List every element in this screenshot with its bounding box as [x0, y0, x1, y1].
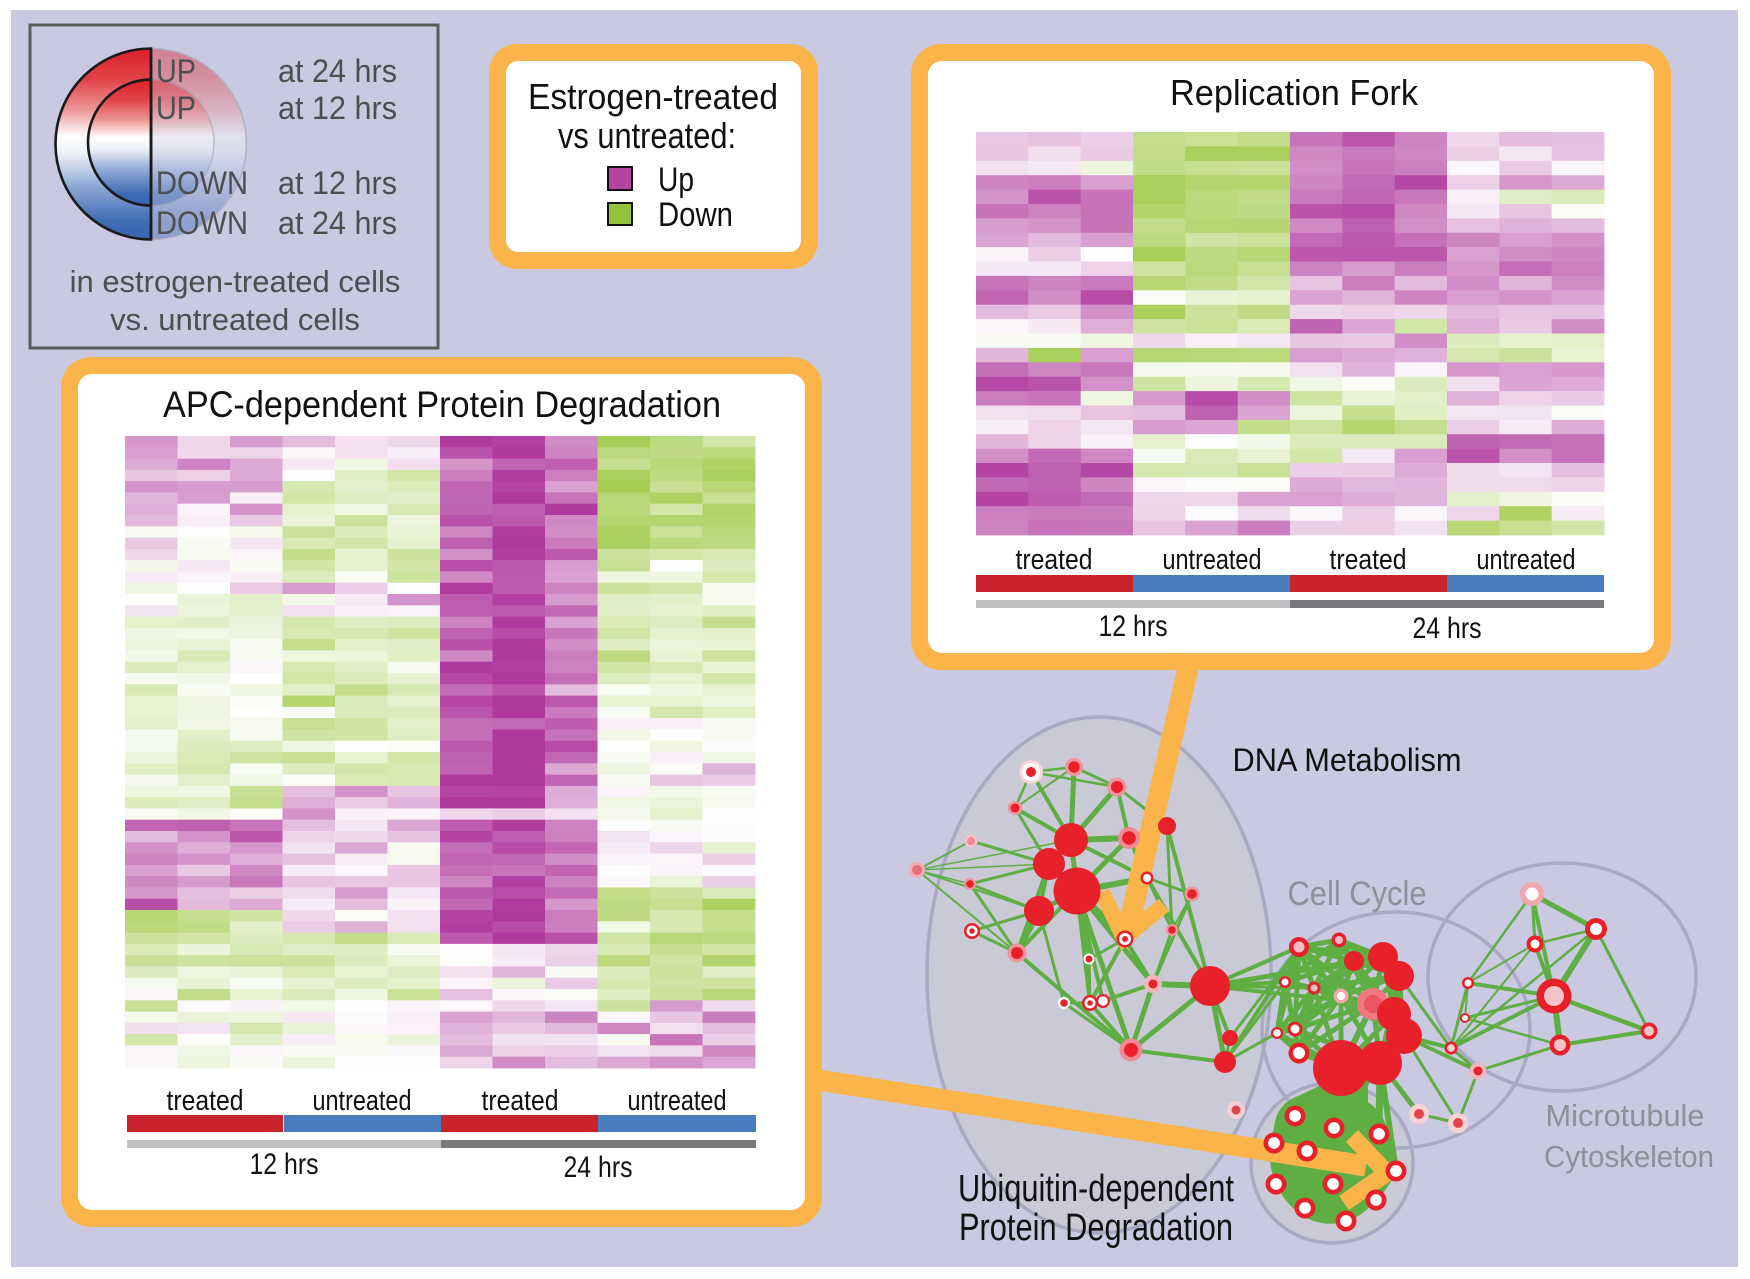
svg-text:Protein Degradation: Protein Degradation [959, 1207, 1233, 1249]
svg-text:UP: UP [156, 53, 196, 89]
svg-text:untreated: untreated [1163, 544, 1262, 576]
svg-text:DOWN: DOWN [156, 165, 248, 201]
svg-text:at 24 hrs: at 24 hrs [278, 205, 397, 241]
svg-text:Ubiquitin-dependent: Ubiquitin-dependent [958, 1168, 1234, 1210]
svg-text:DNA Metabolism: DNA Metabolism [1233, 742, 1462, 778]
svg-text:treated: treated [1330, 544, 1407, 576]
svg-text:at 12 hrs: at 12 hrs [278, 90, 397, 126]
svg-text:12 hrs: 12 hrs [1099, 610, 1168, 643]
svg-text:12 hrs: 12 hrs [250, 1148, 319, 1181]
svg-text:24 hrs: 24 hrs [564, 1151, 633, 1184]
svg-text:APC-dependent Protein Degradat: APC-dependent Protein Degradation [163, 384, 721, 425]
svg-text:Cytoskeleton: Cytoskeleton [1544, 1139, 1714, 1174]
svg-text:at 24 hrs: at 24 hrs [278, 53, 397, 89]
svg-text:at 12 hrs: at 12 hrs [278, 165, 397, 201]
svg-text:vs. untreated cells: vs. untreated cells [110, 302, 360, 337]
svg-text:DOWN: DOWN [156, 205, 248, 241]
svg-text:Replication Fork: Replication Fork [1170, 72, 1419, 113]
svg-text:UP: UP [156, 90, 196, 126]
svg-text:Cell Cycle: Cell Cycle [1288, 875, 1427, 913]
svg-text:untreated: untreated [313, 1085, 412, 1117]
svg-text:24 hrs: 24 hrs [1413, 612, 1482, 645]
svg-text:Estrogen-treated: Estrogen-treated [528, 76, 778, 117]
svg-text:vs untreated:: vs untreated: [558, 115, 736, 156]
svg-text:Down: Down [658, 196, 733, 234]
svg-text:untreated: untreated [628, 1085, 727, 1117]
svg-text:untreated: untreated [1477, 544, 1576, 576]
svg-text:in estrogen-treated cells: in estrogen-treated cells [70, 264, 401, 299]
svg-text:treated: treated [1016, 544, 1093, 576]
svg-text:Up: Up [658, 161, 694, 199]
svg-text:treated: treated [482, 1085, 559, 1117]
svg-text:treated: treated [167, 1085, 244, 1117]
svg-text:Microtubule: Microtubule [1546, 1098, 1705, 1133]
